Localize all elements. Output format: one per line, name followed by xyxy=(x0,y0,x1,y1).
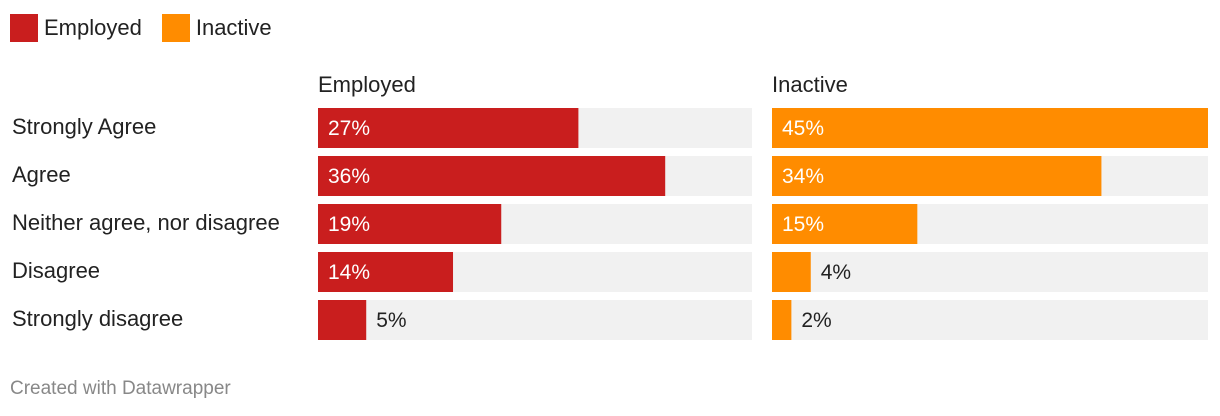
category-label: Strongly Agree xyxy=(12,114,156,139)
footer-credit: Created with Datawrapper xyxy=(10,378,231,399)
bar-employed xyxy=(318,252,454,292)
bar-employed xyxy=(318,156,666,196)
legend-swatch-inactive xyxy=(161,14,190,42)
category-label: Neither agree, nor disagree xyxy=(12,210,280,235)
bar-employed xyxy=(318,300,367,340)
bar-inactive xyxy=(772,108,1208,148)
legend-item-inactive: Inactive xyxy=(161,14,272,42)
bar-employed xyxy=(318,108,579,148)
data-label-employed: 27% xyxy=(328,117,370,140)
bar-inactive xyxy=(772,252,811,292)
bar-inactive xyxy=(772,300,792,340)
legend-label-employed: Employed xyxy=(44,15,142,40)
data-label-employed: 5% xyxy=(376,309,406,332)
bar-inactive xyxy=(772,156,1102,196)
legend: Employed Inactive xyxy=(10,12,292,44)
data-label-inactive: 2% xyxy=(801,309,831,332)
bar-track xyxy=(772,300,1208,340)
data-label-employed: 19% xyxy=(328,213,370,236)
data-label-inactive: 4% xyxy=(821,261,851,284)
bar-inactive xyxy=(772,204,918,244)
category-label: Agree xyxy=(12,162,71,187)
data-label-inactive: 15% xyxy=(782,213,824,236)
legend-swatch-employed xyxy=(10,14,38,42)
bar-employed xyxy=(318,204,502,244)
split-bar-chart: Strongly Agree Agree Neither agree, nor di… xyxy=(12,72,1208,340)
panel-title-employed: Employed xyxy=(318,72,416,97)
category-label: Strongly disagree xyxy=(12,306,183,331)
data-label-inactive: 45% xyxy=(782,117,824,140)
bar-track xyxy=(772,252,1208,292)
category-label: Disagree xyxy=(12,258,100,283)
data-label-employed: 14% xyxy=(328,261,370,284)
data-label-employed: 36% xyxy=(328,165,370,188)
legend-label-inactive: Inactive xyxy=(195,15,272,40)
data-label-inactive: 34% xyxy=(782,165,824,188)
legend-item-employed: Employed xyxy=(10,14,142,42)
bar-track xyxy=(318,300,752,340)
panel-title-inactive: Inactive xyxy=(772,72,848,97)
